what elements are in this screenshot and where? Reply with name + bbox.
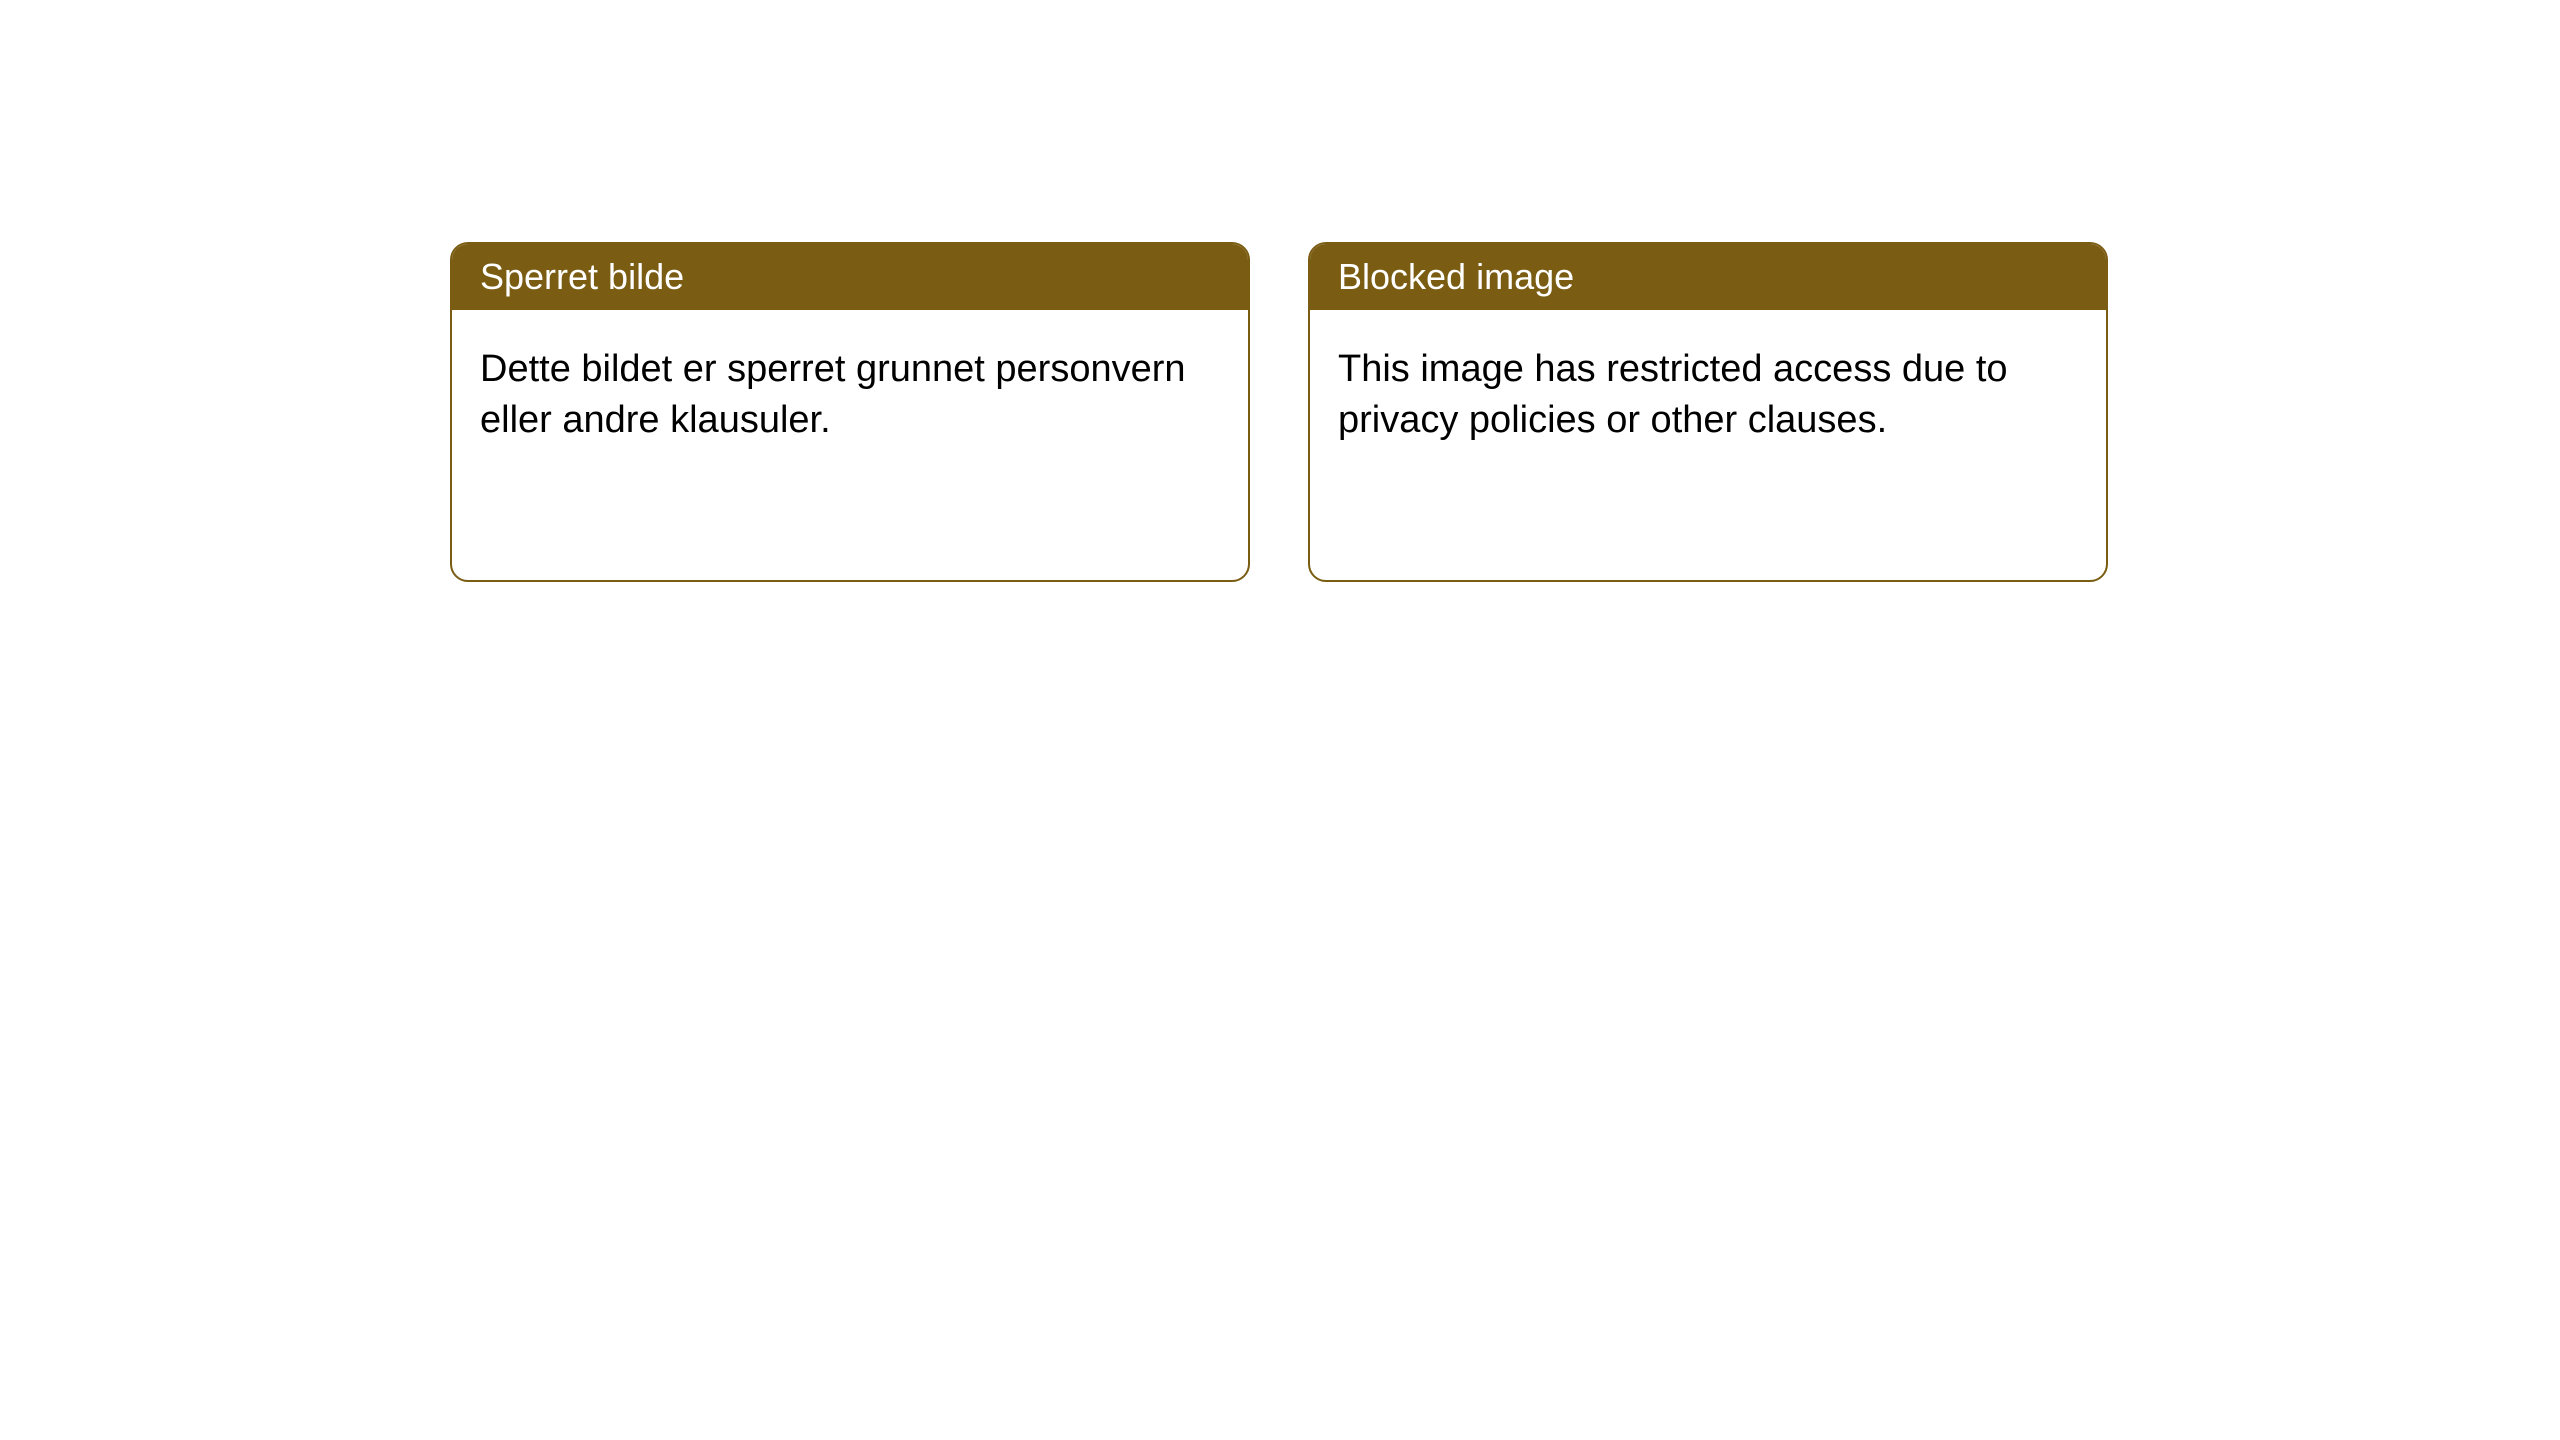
- notice-body-english: This image has restricted access due to …: [1310, 310, 2106, 580]
- notice-body-norwegian: Dette bildet er sperret grunnet personve…: [452, 310, 1248, 580]
- notice-card-english: Blocked image This image has restricted …: [1308, 242, 2108, 582]
- notice-header-norwegian: Sperret bilde: [452, 244, 1248, 310]
- notice-header-english: Blocked image: [1310, 244, 2106, 310]
- notice-container: Sperret bilde Dette bildet er sperret gr…: [450, 242, 2108, 582]
- notice-card-norwegian: Sperret bilde Dette bildet er sperret gr…: [450, 242, 1250, 582]
